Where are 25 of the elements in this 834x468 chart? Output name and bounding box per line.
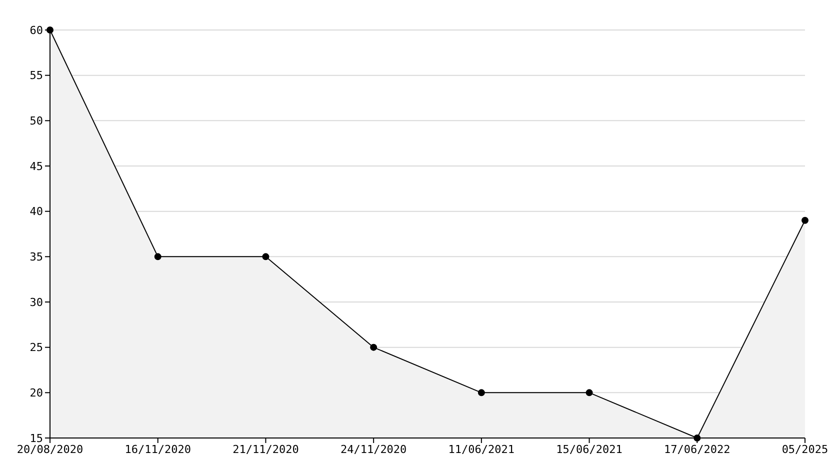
y-tick-label: 25 <box>30 341 43 354</box>
y-tick-label: 45 <box>30 160 43 173</box>
y-tick-label: 40 <box>30 205 43 218</box>
y-tick-label: 30 <box>30 296 43 309</box>
x-tick-label: 24/11/2020 <box>340 442 407 456</box>
x-tick-label: 16/11/2020 <box>124 442 191 456</box>
point <box>370 344 378 351</box>
x-tick-label: 05/2025 <box>782 442 828 456</box>
x-tick-label: 20/08/2020 <box>16 442 84 456</box>
point <box>478 389 485 396</box>
point <box>802 216 808 224</box>
point <box>586 389 593 396</box>
y-tick-label: 50 <box>30 114 43 128</box>
y-tick-label: 35 <box>30 250 43 264</box>
point <box>262 253 270 260</box>
y-tick-label: 20 <box>30 386 43 400</box>
y-tick-label: 60 <box>30 24 43 37</box>
x-tick-label: 15/06/2021 <box>556 442 622 456</box>
y-tick-label: 55 <box>30 69 43 82</box>
y-tick-label: 15 <box>30 432 43 445</box>
x-tick-label: 21/11/2020 <box>232 442 299 456</box>
x-tick-label: 11/06/2021 <box>448 442 515 456</box>
x-tick-label: 17/06/2022 <box>664 442 730 456</box>
point <box>154 253 162 260</box>
point <box>694 434 701 442</box>
